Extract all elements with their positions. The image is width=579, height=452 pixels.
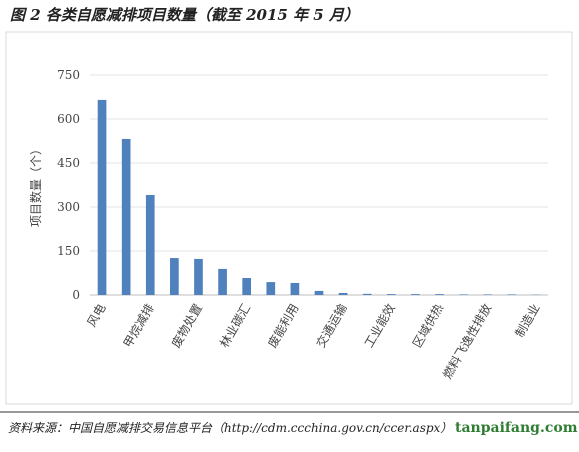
y-tick-label: 150 bbox=[57, 244, 80, 258]
bar bbox=[194, 259, 203, 295]
y-axis-label: 项目数量（个） bbox=[28, 143, 43, 227]
x-tick-label: 甲烷减排 bbox=[121, 302, 157, 351]
y-tick-label: 600 bbox=[57, 112, 80, 126]
y-tick-label: 450 bbox=[57, 156, 80, 170]
bar bbox=[266, 282, 275, 295]
x-tick-label: 制造业 bbox=[512, 302, 542, 340]
x-tick-label: 工业能效 bbox=[361, 301, 398, 350]
x-tick-label: 燃料飞逸性排放 bbox=[439, 301, 494, 381]
x-tick-label: 风电 bbox=[85, 302, 109, 330]
chart-frame bbox=[6, 32, 572, 404]
y-tick-label: 300 bbox=[57, 200, 80, 214]
x-tick-label: 废能利用 bbox=[264, 301, 301, 350]
x-tick-label: 区域供热 bbox=[410, 302, 446, 351]
bar bbox=[170, 258, 179, 295]
bar bbox=[242, 278, 251, 295]
y-tick-label: 0 bbox=[72, 288, 80, 302]
bar bbox=[339, 293, 348, 295]
bar bbox=[459, 294, 468, 295]
watermark: tanpaifang.com bbox=[455, 420, 578, 436]
bar bbox=[98, 100, 107, 295]
bar bbox=[411, 294, 420, 295]
bar bbox=[218, 269, 227, 295]
chart-title: 图 2 各类自愿减排项目数量（截至 2015 年 5 月） bbox=[10, 6, 359, 24]
y-tick-label: 750 bbox=[57, 68, 80, 82]
bar bbox=[291, 283, 300, 295]
source: 资料来源：中国自愿减排交易信息平台（http://cdm.ccchina.gov… bbox=[8, 421, 452, 435]
bar bbox=[483, 294, 492, 295]
bar bbox=[315, 291, 324, 295]
x-tick-label: 林业碳汇 bbox=[217, 302, 253, 351]
x-tick-label: 废物处置 bbox=[168, 301, 205, 350]
bar bbox=[435, 294, 444, 295]
bar bbox=[508, 294, 517, 295]
x-tick-label: 交通运输 bbox=[313, 301, 350, 350]
bar bbox=[387, 294, 396, 295]
bar bbox=[122, 139, 131, 295]
bar bbox=[146, 195, 155, 295]
bar bbox=[363, 294, 372, 295]
